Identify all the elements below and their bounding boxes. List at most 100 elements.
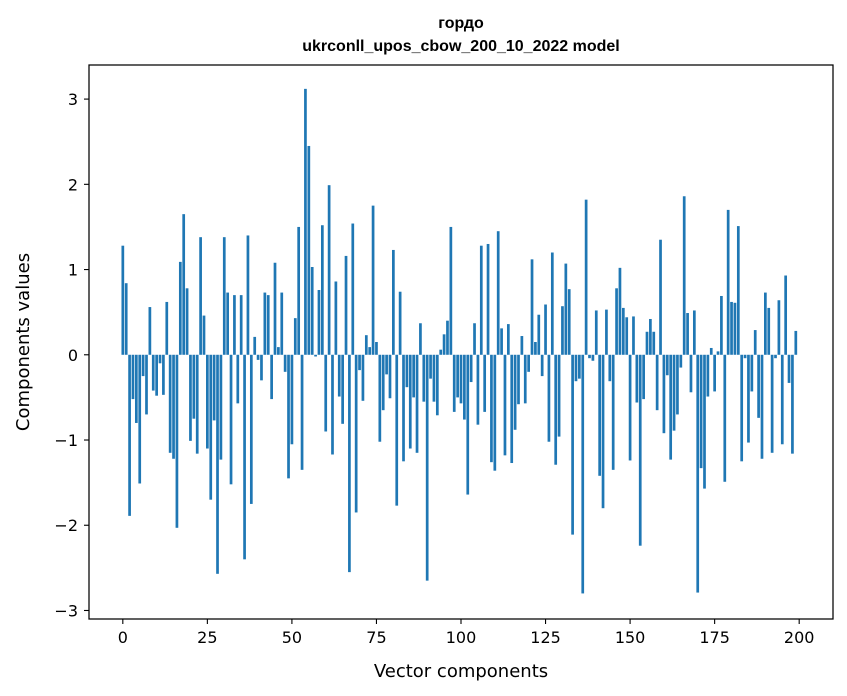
bar (425, 354, 429, 581)
bar (388, 354, 392, 399)
bar (703, 354, 706, 489)
bar (588, 354, 591, 359)
bar (185, 288, 189, 355)
bar (300, 354, 304, 470)
x-tick-label: 0 (118, 628, 128, 647)
bar (452, 354, 456, 412)
y-tick-label: 0 (68, 346, 78, 365)
x-tick-label: 25 (197, 628, 217, 647)
bar (148, 307, 152, 355)
bar (611, 354, 615, 470)
bar (706, 354, 710, 397)
bar (544, 304, 547, 355)
bar (625, 317, 629, 355)
bar (530, 259, 534, 355)
bar (297, 226, 301, 355)
bar (260, 354, 263, 381)
bar (506, 324, 510, 355)
x-tick-label: 150 (615, 628, 646, 647)
bar (219, 354, 223, 460)
bar (175, 354, 179, 528)
y-tick-label: 3 (68, 90, 78, 109)
bar (584, 199, 588, 355)
bar (743, 354, 747, 359)
bar (199, 237, 202, 355)
x-tick-label: 175 (699, 628, 730, 647)
bar (138, 354, 142, 484)
bar (439, 349, 443, 355)
bar (632, 316, 635, 355)
bar (172, 354, 175, 459)
bar (713, 354, 716, 392)
bar (591, 354, 595, 361)
bar (520, 336, 524, 355)
bar (344, 255, 348, 355)
bar (581, 354, 585, 594)
x-tick-label: 50 (282, 628, 302, 647)
bar (168, 354, 172, 453)
bar (466, 354, 470, 495)
bar (655, 354, 659, 411)
bar (486, 243, 490, 355)
bar (324, 354, 328, 432)
bar (358, 354, 361, 371)
bar (141, 354, 145, 377)
bar (720, 295, 723, 355)
bar (699, 354, 703, 469)
bar (561, 306, 564, 355)
bar (645, 331, 649, 355)
bar (422, 354, 426, 402)
bar (642, 354, 645, 400)
bar (730, 301, 733, 355)
x-axis-label: Vector components (374, 661, 548, 682)
bar (145, 354, 148, 415)
bar (307, 145, 311, 355)
bar (270, 354, 273, 400)
chart-title-line-2: ukrconll_upos_cbow_200_10_2022 model (302, 38, 619, 55)
bar (287, 354, 290, 479)
bar (371, 205, 375, 355)
bar (442, 334, 446, 355)
bar (679, 354, 683, 368)
bar (368, 347, 372, 355)
bar (770, 354, 774, 453)
bar (283, 354, 287, 372)
bar (334, 281, 338, 355)
bar (395, 354, 399, 506)
bar (151, 354, 155, 391)
bar (459, 354, 463, 404)
x-axis-ticks: 0 25 50 75 100 125 150 175 200 (118, 619, 814, 647)
bar (686, 313, 689, 355)
y-axis-label: Components values (13, 253, 34, 431)
bar (304, 88, 307, 355)
bar (760, 354, 764, 459)
bar (540, 354, 544, 377)
bar (415, 354, 419, 453)
bar (709, 347, 713, 355)
bar (222, 237, 226, 355)
bar (517, 354, 520, 405)
bar (162, 354, 165, 395)
bar (550, 252, 554, 355)
bar (381, 354, 385, 411)
bar (764, 292, 767, 355)
bar (601, 354, 605, 509)
bar (682, 196, 686, 355)
bar (226, 292, 230, 355)
bar (249, 354, 253, 504)
bar (547, 354, 551, 442)
bar (726, 209, 730, 355)
bar (784, 275, 788, 355)
bar (402, 354, 405, 462)
bar (733, 302, 737, 355)
bar (354, 354, 358, 513)
bar (320, 225, 324, 355)
bar (331, 354, 334, 455)
y-tick-label: −2 (54, 516, 78, 535)
bar (124, 283, 128, 355)
bar (317, 290, 321, 355)
bar (669, 354, 673, 460)
bar (469, 354, 473, 383)
bar (594, 310, 598, 355)
bar (290, 354, 294, 445)
